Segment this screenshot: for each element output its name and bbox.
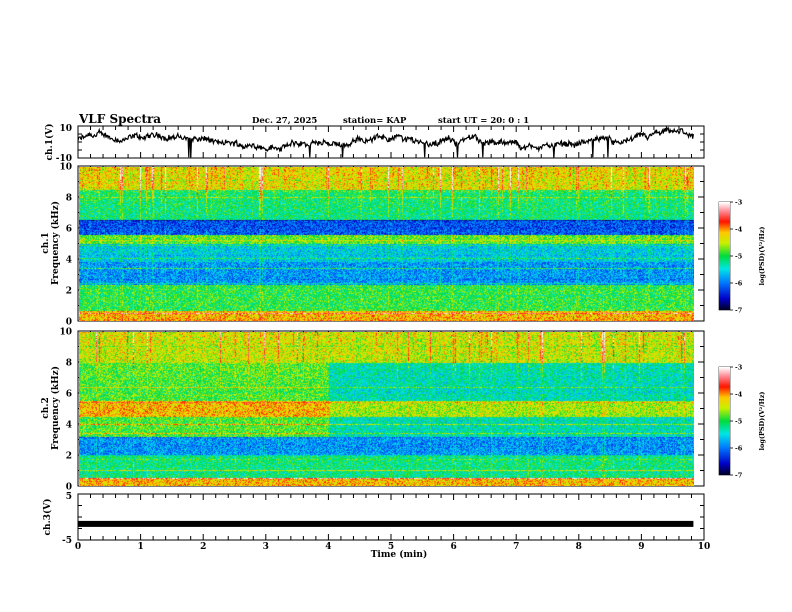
- ch1-trace: [77, 126, 694, 158]
- colorbar-tick-label: -3: [735, 199, 743, 207]
- colorbar-tick-label: -4: [735, 391, 743, 399]
- colorbar-2-label: log(PSD)(V²/Hz): [758, 392, 766, 451]
- ch1-ylabel: ch.1(V): [44, 124, 55, 161]
- ch1-ytick-top: 10: [59, 124, 72, 134]
- colorbar-tick-label: -6: [735, 445, 743, 453]
- start-time-label: start UT = 20: 0 : 1: [438, 116, 529, 126]
- colorbar-tick-label: -5: [735, 418, 743, 426]
- x-tick-label: 2: [200, 542, 206, 552]
- x-tick-label: 1: [137, 542, 143, 552]
- spec2-ylabel-channel: ch.2: [41, 397, 51, 418]
- spec1-ytick-label: 2: [66, 287, 72, 297]
- spec2-ytick-label: 4: [66, 421, 72, 431]
- x-tick-label: 9: [638, 542, 644, 552]
- ch3-panel: 5 -5 ch.3(V): [42, 492, 705, 546]
- spec2-ytick-label: 0: [66, 483, 72, 493]
- figure-title: VLF Spectra: [78, 112, 161, 126]
- ch1-ytick-bottom: -10: [56, 154, 72, 164]
- ch3-frame: [77, 493, 705, 541]
- spec2-ylabel-frequency: Frequency (kHz): [50, 366, 61, 450]
- x-tick-label: 5: [388, 542, 394, 552]
- ch1-panel: 10 -10 ch.1(V): [44, 124, 705, 164]
- x-tick-label: 6: [450, 542, 456, 552]
- spec1-ylabel-frequency: Frequency (kHz): [50, 201, 61, 285]
- ch3-ylabel: ch.3(V): [42, 499, 53, 536]
- date-label: Dec. 27, 2025: [252, 116, 317, 126]
- ch3-trace: [78, 520, 694, 527]
- ch1-spectrogram-image: [79, 167, 694, 321]
- spec1-ytick-label: 0: [66, 318, 72, 328]
- spec2-ytick-label: 8: [66, 359, 72, 369]
- x-tick-label: 3: [263, 542, 269, 552]
- spec1-ytick-label: 10: [59, 163, 72, 173]
- x-tick-label: 7: [513, 542, 519, 552]
- colorbar-tick-label: -6: [735, 280, 743, 288]
- spec2-ytick-label: 6: [66, 390, 72, 400]
- ch3-ytick-top: 5: [66, 492, 72, 502]
- spec2-ytick-label: 2: [66, 452, 72, 462]
- x-tick-label: 4: [325, 542, 331, 552]
- x-tick-label: 8: [576, 542, 582, 552]
- colorbar-1-label: log(PSD)(V²/Hz): [758, 227, 766, 286]
- colorbar-1-gradient: [719, 202, 730, 310]
- spec1-ytick-label: 6: [66, 225, 72, 235]
- colorbar-tick-label: -4: [735, 226, 743, 234]
- ch3-ytick-bottom: -5: [62, 536, 72, 546]
- x-tick-label: 10: [698, 542, 711, 552]
- x-axis-label: Time (min): [371, 549, 428, 560]
- spec1-ytick-label: 8: [66, 194, 72, 204]
- colorbar-tick-label: -7: [735, 472, 742, 480]
- ch2-spectrogram-image: [79, 332, 694, 486]
- colorbar-tick-label: -5: [735, 253, 743, 261]
- colorbar-tick-label: -3: [735, 364, 743, 372]
- spec1-ylabel-channel: ch.1: [41, 232, 51, 253]
- colorbar-2-gradient: [719, 367, 730, 475]
- spec1-ytick-label: 4: [66, 256, 72, 266]
- station-label: station= KAP: [343, 116, 407, 126]
- colorbar-tick-label: -7: [735, 307, 742, 315]
- x-tick-label: 0: [75, 542, 81, 552]
- spec2-ytick-label: 10: [59, 328, 72, 338]
